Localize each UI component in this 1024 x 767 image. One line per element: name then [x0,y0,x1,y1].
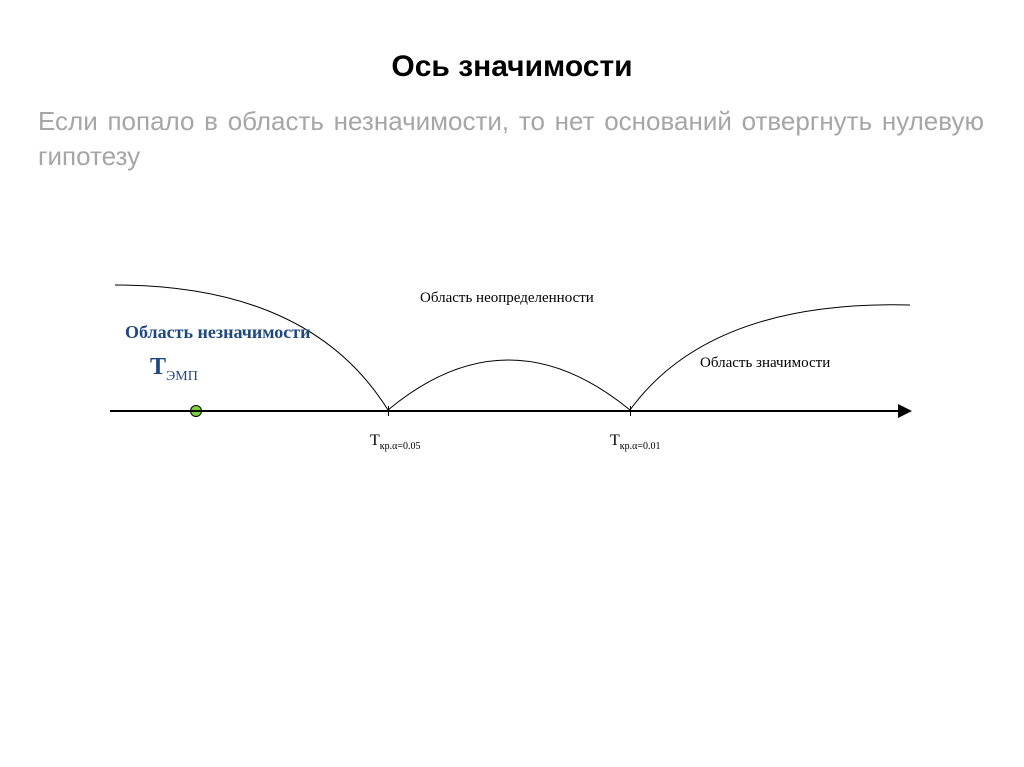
t-emp-symbol: Т [150,354,166,380]
region-significance-label: Область значимости [700,355,830,372]
tick-label-1: Ткр.α=0.05 [370,432,421,452]
significance-axis-diagram: Область незначимости Область неопределен… [110,280,910,530]
arc-right [630,280,915,415]
tick-label-2: Ткр.α=0.01 [610,432,661,452]
axis-line [110,410,900,412]
axis-arrow [898,404,912,418]
region-insignificance-label: Область незначимости [125,322,311,343]
page-title: Ось значимости [0,0,1024,84]
t-empirical-label: ТЭМП [150,354,198,385]
tick-2 [630,406,631,416]
arc-left [110,280,390,415]
tick-1 [388,406,389,416]
page-subtitle: Если попало в область незначимости, то н… [0,84,1024,174]
region-uncertainty-label: Область неопределенности [420,290,594,307]
t-emp-subscript: ЭМП [166,369,198,384]
